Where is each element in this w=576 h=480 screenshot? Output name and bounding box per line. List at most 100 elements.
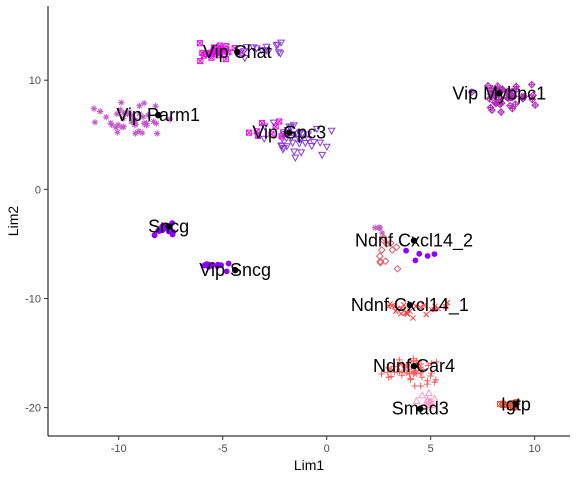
data-point [117,106,124,113]
data-point [412,257,419,264]
data-point [287,134,296,143]
data-point [166,116,174,123]
data-point [197,57,204,65]
x-tick-label: -10 [111,443,127,455]
x-axis-ticks: -10 -5 0 5 10 [111,436,541,455]
point-diamond [379,233,388,242]
point-plus [391,363,398,370]
data-point [433,358,440,366]
data-point [428,369,435,377]
data-point [269,119,278,127]
data-point [393,368,401,376]
point-plus [427,372,434,380]
cluster-label: Vip Sncg [199,260,271,280]
point-asterisk [135,128,143,135]
point-triangle [272,42,281,50]
point-asterisk [136,102,143,110]
data-point [298,130,307,138]
point-plus [396,360,403,368]
point-asterisk [376,224,384,232]
y-tick-label: -10 [25,293,41,305]
data-point [407,308,413,315]
data-point [249,44,258,52]
point-dot [169,220,176,226]
point-square [278,133,285,140]
point-triangle [274,49,283,57]
data-point [295,140,304,148]
data-point [396,360,403,368]
point-x [423,311,430,318]
point-dot [403,247,410,254]
cluster-center-dot [496,90,503,97]
point-plus [497,108,505,116]
data-point [114,129,121,136]
point-cross [225,49,232,56]
points-layer [90,39,540,411]
point-square [272,123,279,130]
point-triangle [291,131,300,139]
data-point [423,311,430,318]
data-point [444,299,451,306]
point-plus [387,373,395,380]
point-plus [506,102,514,109]
data-point [143,122,150,129]
point-asterisk [138,129,146,137]
cluster-label: Vip Mybpc1 [452,83,546,103]
point-plus [378,370,385,378]
point-cross [278,133,285,140]
point-asterisk [107,119,114,127]
data-point [136,102,143,110]
data-point [307,143,316,151]
data-point [239,48,248,56]
data-point [245,129,253,136]
data-point [120,123,127,130]
data-point [391,303,398,310]
cluster-center-dot [155,111,162,119]
cluster-label: Vip Chat [203,42,272,62]
data-point [282,135,291,143]
data-point [96,108,104,115]
point-dot [412,257,419,264]
point-asterisk [152,102,159,110]
data-point [431,251,438,257]
cluster-label: Vip Parm1 [116,105,200,125]
data-point [296,135,306,144]
point-triangle [277,39,286,47]
data-point [403,361,411,369]
data-point [131,121,138,128]
point-square [258,119,266,127]
point-triangle [427,400,436,409]
data-point [199,49,206,56]
point-x [431,306,438,313]
point-triangle [273,41,282,50]
point-plus [410,370,417,378]
point-asterisk [131,121,138,128]
point-plus [402,364,409,372]
cluster-label: Ndnf Car4 [373,356,455,376]
point-asterisk [117,106,124,113]
data-point [497,108,505,116]
data-point [431,306,438,313]
data-point [126,108,133,116]
point-asterisk [114,121,122,129]
point-plus [512,101,519,108]
data-point [152,120,160,127]
cluster-label: Smad3 [392,399,449,419]
data-point [528,95,537,104]
data-point [427,400,436,409]
data-point [274,49,283,57]
point-cross [196,40,203,47]
point-triangle [290,148,299,156]
point-triangle [298,130,307,138]
data-point [418,374,426,381]
data-point [421,302,428,309]
point-triangle [252,45,261,53]
data-point [107,119,114,127]
point-plus [418,374,426,381]
data-point [258,119,266,127]
data-point [273,41,282,50]
x-tick-label: -5 [218,443,228,455]
data-point [150,118,157,125]
data-point [410,370,417,378]
data-point [151,232,158,239]
